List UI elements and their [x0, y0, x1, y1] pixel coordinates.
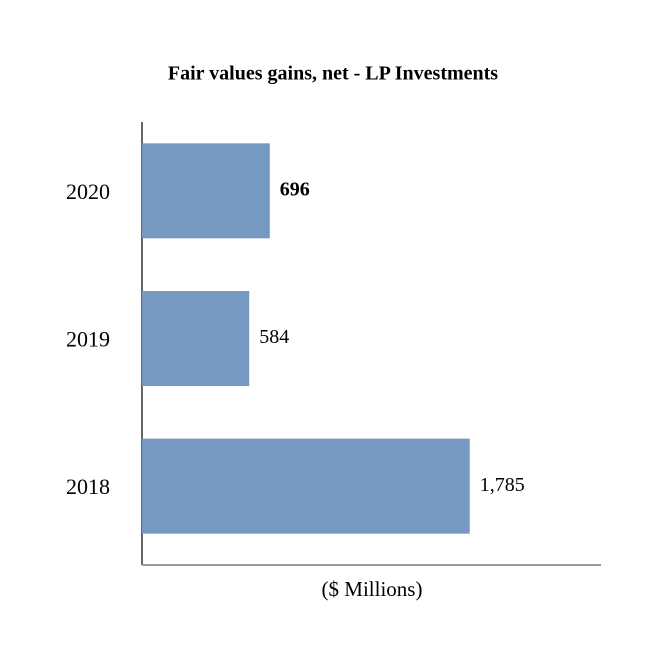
y-tick-label: 2018	[66, 474, 110, 499]
bar	[142, 143, 270, 239]
y-tick-label: 2019	[66, 327, 110, 352]
y-tick-label: 2020	[66, 179, 110, 204]
chart-title: Fair values gains, net - LP Investments	[168, 63, 498, 85]
bar	[142, 438, 470, 534]
x-axis-label: ($ Millions)	[322, 577, 423, 601]
value-label: 584	[259, 326, 289, 348]
value-label: 696	[280, 178, 310, 200]
value-label: 1,785	[480, 474, 525, 496]
bar	[142, 291, 250, 386]
